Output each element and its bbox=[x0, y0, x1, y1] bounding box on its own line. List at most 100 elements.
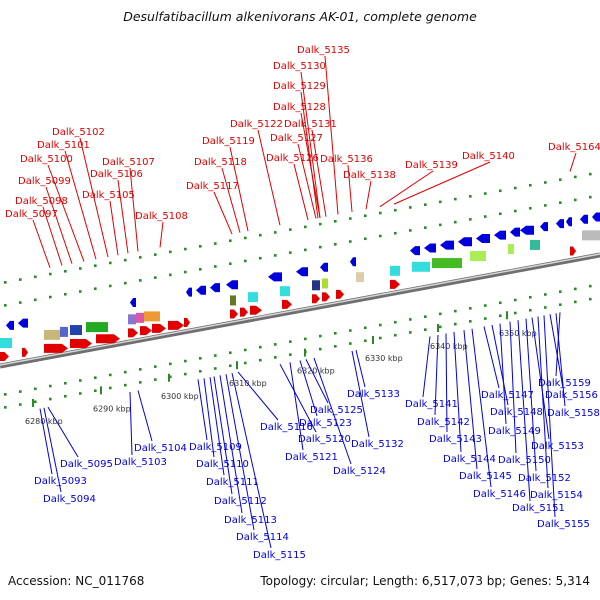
gene-block bbox=[70, 325, 82, 336]
reverse-gene-label-Dalk_5159: Dalk_5159 bbox=[538, 378, 591, 389]
reverse-gene-label-Dalk_5146: Dalk_5146 bbox=[473, 489, 526, 500]
forward-gene-label-Dalk_5127: Dalk_5127 bbox=[270, 133, 323, 144]
reverse-gene-label-Dalk_5111: Dalk_5111 bbox=[206, 477, 259, 488]
tick-dot bbox=[469, 218, 472, 221]
reverse-gene-arrow bbox=[410, 246, 420, 256]
forward-gene-label-Dalk_5136: Dalk_5136 bbox=[320, 154, 373, 165]
tick-dot bbox=[334, 243, 337, 246]
tick-dot bbox=[274, 254, 277, 257]
reverse-gene-label-Dalk_5147: Dalk_5147 bbox=[481, 390, 534, 401]
tick-dot bbox=[499, 212, 502, 216]
tick-dot bbox=[529, 183, 532, 187]
tick-dot bbox=[49, 295, 52, 299]
reverse-gene-arrow bbox=[566, 217, 572, 227]
tick-dot bbox=[439, 325, 442, 329]
tick-dot bbox=[499, 314, 502, 318]
tick-dot bbox=[334, 332, 337, 335]
reverse-gene-arrow bbox=[350, 257, 356, 267]
forward-gene-label-Dalk_5108: Dalk_5108 bbox=[135, 211, 188, 222]
tick-dot bbox=[514, 209, 517, 213]
tick-dot bbox=[199, 267, 202, 271]
tick-dot bbox=[4, 393, 7, 396]
forward-gene-label-Dalk_5119: Dalk_5119 bbox=[202, 136, 255, 147]
forward-leader-line bbox=[257, 129, 281, 226]
tick-dot bbox=[229, 351, 232, 355]
tick-dot bbox=[229, 364, 232, 368]
forward-leader-line bbox=[221, 167, 241, 233]
tick-dot bbox=[589, 284, 592, 288]
tick-dot bbox=[529, 206, 532, 210]
reverse-gene-label-Dalk_5103: Dalk_5103 bbox=[114, 457, 167, 468]
tick-dot bbox=[379, 211, 382, 215]
reverse-gene-arrow bbox=[226, 280, 238, 290]
tick-dot bbox=[79, 379, 82, 382]
tick-dot bbox=[19, 390, 22, 393]
reverse-gene-label-Dalk_5114: Dalk_5114 bbox=[236, 532, 289, 543]
gene-block bbox=[248, 292, 258, 303]
reverse-gene-arrow bbox=[440, 240, 454, 250]
reverse-leader-line bbox=[351, 350, 370, 438]
tick-dot bbox=[4, 406, 7, 409]
tick-dot bbox=[4, 304, 7, 307]
tick-dot bbox=[199, 369, 202, 373]
tick-dot bbox=[439, 223, 442, 227]
tick-dot bbox=[49, 272, 52, 276]
ruler-label-6320-kbp: 6320 kbp bbox=[297, 367, 335, 376]
reverse-gene-arrow bbox=[476, 233, 490, 243]
reverse-leader-line bbox=[279, 363, 317, 433]
tick-dot bbox=[409, 206, 412, 209]
tick-dot bbox=[94, 287, 97, 291]
tick-dot bbox=[544, 306, 547, 309]
reverse-gene-arrow bbox=[592, 212, 600, 222]
tick-dot bbox=[34, 298, 37, 302]
reverse-gene-label-Dalk_5095: Dalk_5095 bbox=[60, 459, 113, 470]
reverse-gene-arrow bbox=[210, 283, 220, 293]
reverse-leader-line bbox=[499, 323, 507, 425]
forward-leader-line bbox=[213, 191, 233, 235]
tick-dot bbox=[424, 226, 427, 229]
forward-gene-arrow bbox=[322, 292, 330, 302]
tick-dot bbox=[454, 309, 457, 313]
tick-dot bbox=[469, 307, 472, 310]
tick-dot bbox=[64, 269, 67, 273]
reverse-gene-arrow bbox=[424, 243, 436, 253]
reverse-leader-line bbox=[289, 362, 304, 451]
tick-dot bbox=[124, 258, 127, 262]
forward-leader-line bbox=[45, 186, 73, 264]
tick-dot bbox=[184, 270, 187, 274]
forward-gene-arrow bbox=[152, 323, 166, 333]
tick-dot bbox=[469, 320, 472, 323]
reverse-gene-label-Dalk_5132: Dalk_5132 bbox=[351, 439, 404, 450]
forward-gene-arrow bbox=[250, 305, 262, 315]
reverse-gene-arrow bbox=[458, 237, 472, 247]
tick-dot bbox=[349, 342, 352, 345]
forward-leader-line bbox=[297, 143, 317, 219]
reverse-leader-line bbox=[237, 371, 279, 421]
tick-dot bbox=[304, 248, 307, 252]
tick-dot bbox=[154, 276, 157, 279]
upper-dotted-guide bbox=[4, 172, 592, 284]
reverse-gene-label-Dalk_5143: Dalk_5143 bbox=[429, 434, 482, 445]
ruler-label-6280-kbp: 6280 kbp bbox=[25, 417, 63, 426]
forward-gene-label-Dalk_5098: Dalk_5098 bbox=[15, 196, 68, 207]
forward-gene-arrow bbox=[240, 307, 248, 317]
reverse-leader-line bbox=[525, 318, 537, 472]
reverse-leader-line bbox=[531, 317, 550, 440]
reverse-leader-line bbox=[491, 324, 509, 406]
tick-dot bbox=[244, 236, 247, 240]
ruler-label-6330-kbp: 6330 kbp bbox=[365, 354, 403, 363]
reverse-gene-arrow bbox=[540, 222, 548, 232]
tick-dot bbox=[394, 320, 397, 324]
reverse-gene-label-Dalk_5124: Dalk_5124 bbox=[333, 466, 386, 477]
tick-dot bbox=[124, 370, 127, 374]
tick-dot bbox=[484, 317, 487, 320]
reverse-gene-label-Dalk_5152: Dalk_5152 bbox=[518, 473, 571, 484]
tick-dot bbox=[139, 368, 142, 371]
tick-dot bbox=[244, 259, 247, 263]
gene-block bbox=[312, 280, 320, 291]
tick-dot bbox=[94, 264, 97, 268]
gene-block bbox=[412, 261, 430, 272]
tick-dot bbox=[469, 195, 472, 198]
tick-dot bbox=[79, 392, 82, 395]
